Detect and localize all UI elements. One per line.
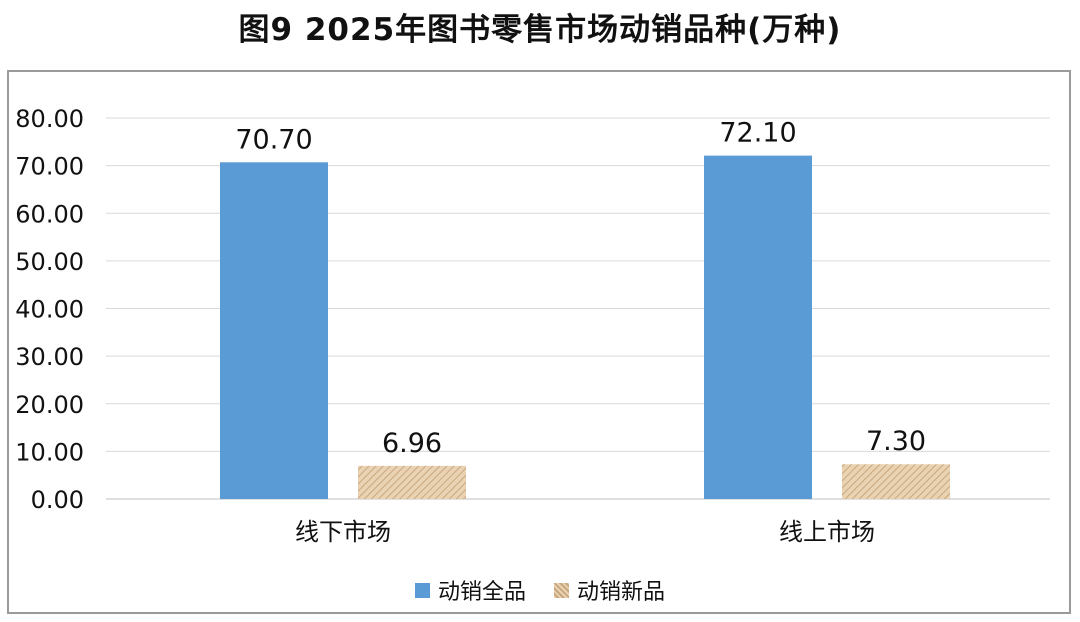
y-tick-label: 70.00 [15,153,84,181]
bar-series2 [842,464,950,499]
legend-label-series1: 动销全品 [437,580,526,605]
y-tick-label: 80.00 [15,105,84,133]
legend-swatch-series1 [414,582,430,598]
bar-series1 [220,162,328,499]
y-tick-label: 20.00 [15,391,84,419]
legend-item-series1: 动销全品 [414,574,526,606]
y-tick-label: 0.00 [31,486,84,514]
data-label: 72.10 [719,118,796,149]
data-label: 6.96 [382,428,442,459]
data-label: 7.30 [866,426,926,457]
y-tick-label: 60.00 [15,200,84,228]
chart-title: 图9 2025年图书零售市场动销品种(万种) [238,12,842,48]
y-tick-label: 50.00 [15,248,84,276]
legend: 动销全品 动销新品 [0,574,1080,606]
legend-label-series2: 动销新品 [577,580,666,605]
x-category-label: 线下市场 [295,518,391,546]
legend-item-series2: 动销新品 [554,574,665,606]
y-tick-label: 10.00 [15,438,84,466]
bar-series2 [358,465,466,499]
y-tick-label: 30.00 [15,343,84,371]
data-label: 70.70 [235,124,312,155]
x-category-label: 线上市场 [779,518,875,546]
chart-frame [7,70,1071,614]
bar-series1 [704,155,812,499]
y-tick-label: 40.00 [15,296,84,324]
legend-swatch-series2 [554,582,569,598]
